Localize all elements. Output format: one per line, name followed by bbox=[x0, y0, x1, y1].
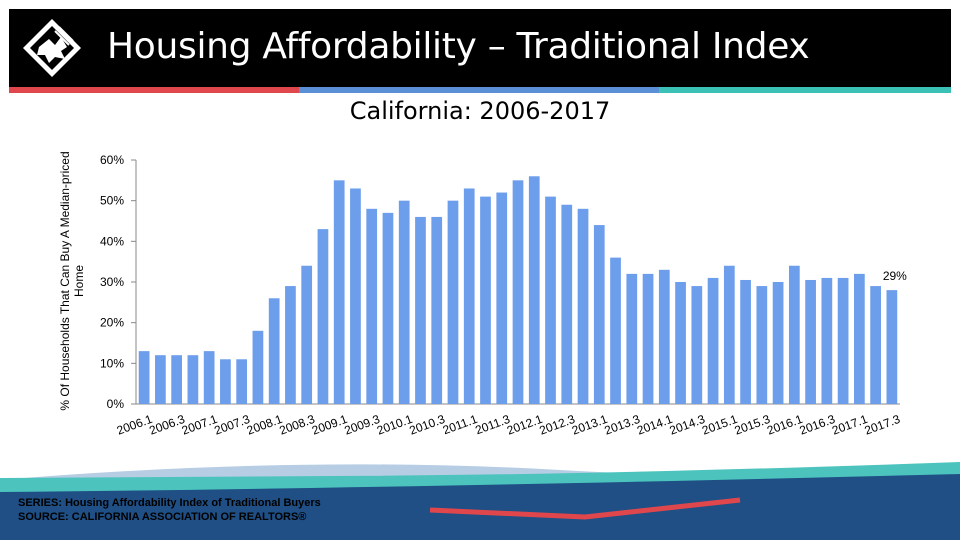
bar-2010.2 bbox=[415, 216, 426, 404]
bar-2009.3 bbox=[366, 208, 378, 404]
bar-2013.4 bbox=[642, 273, 654, 404]
bar-2010.3 bbox=[431, 216, 443, 404]
bar-2006.1 bbox=[138, 351, 150, 404]
y-tick-label: 60% bbox=[100, 153, 124, 167]
page-title: Housing Affordability – Traditional Inde… bbox=[107, 26, 810, 67]
y-tick-label: 30% bbox=[100, 275, 124, 289]
bar-2006.3 bbox=[171, 355, 183, 404]
stripe-teal bbox=[659, 87, 951, 93]
bar-2011.4 bbox=[512, 180, 524, 404]
bar-2011.2 bbox=[480, 196, 491, 404]
bar-2015.4 bbox=[772, 282, 784, 404]
header-bar: Housing Affordability – Traditional Inde… bbox=[9, 9, 951, 87]
bar-2015.2 bbox=[740, 279, 751, 404]
california-realtors-logo-icon bbox=[23, 19, 81, 77]
bar-2013.1 bbox=[593, 225, 605, 404]
bar-2012.2 bbox=[545, 196, 556, 404]
bar-2007.3 bbox=[236, 359, 248, 404]
chart-title: California: 2006-2017 bbox=[349, 97, 611, 125]
bar-2014.1 bbox=[658, 269, 670, 404]
bar-2017.1 bbox=[853, 273, 865, 404]
bar-2016.2 bbox=[805, 279, 816, 404]
bar-2006.4 bbox=[187, 355, 199, 404]
bar-2014.4 bbox=[707, 277, 719, 404]
bar-2016.1 bbox=[788, 265, 800, 404]
bar-2007.1 bbox=[203, 351, 215, 404]
bar-2014.3 bbox=[691, 286, 703, 404]
series-note: SERIES: Housing Affordability Index of T… bbox=[18, 497, 321, 509]
bar-2006.2 bbox=[155, 355, 166, 404]
y-tick-label: 50% bbox=[100, 194, 124, 208]
y-tick-label: 10% bbox=[100, 356, 124, 370]
bar-2012.1 bbox=[528, 176, 540, 404]
bar-2010.4 bbox=[447, 200, 459, 404]
bar-2015.3 bbox=[756, 286, 768, 404]
bar-2012.4 bbox=[577, 208, 589, 404]
bar-2012.3 bbox=[561, 204, 573, 404]
bar-2016.3 bbox=[821, 277, 833, 404]
y-tick-label: 20% bbox=[100, 316, 124, 330]
stripe-red bbox=[9, 87, 299, 93]
bar-2007.4 bbox=[252, 330, 264, 404]
bar-2015.1 bbox=[723, 265, 735, 404]
bar-2017.3 bbox=[886, 290, 898, 404]
bar-2013.2 bbox=[610, 257, 621, 404]
bar-2017.2 bbox=[870, 286, 881, 404]
stripe-blue bbox=[299, 87, 659, 93]
bar-2014.2 bbox=[675, 282, 686, 404]
bar-2007.2 bbox=[220, 359, 231, 404]
bar-2009.1 bbox=[333, 180, 345, 404]
bar-2008.3 bbox=[301, 265, 313, 404]
y-tick-label: 0% bbox=[107, 397, 125, 411]
footer-notes: SERIES: Housing Affordability Index of T… bbox=[18, 496, 321, 524]
data-label-last: 29% bbox=[883, 269, 907, 283]
bar-2011.1 bbox=[463, 188, 475, 404]
footer-wave-decoration bbox=[0, 462, 960, 540]
y-tick-label: 40% bbox=[100, 234, 124, 248]
header-color-stripes bbox=[9, 87, 951, 93]
bar-2010.1 bbox=[398, 200, 410, 404]
bar-2008.2 bbox=[285, 286, 296, 404]
bar-2009.2 bbox=[350, 188, 361, 404]
bar-2011.3 bbox=[496, 192, 508, 404]
source-note: SOURCE: CALIFORNIA ASSOCIATION OF REALTO… bbox=[18, 511, 307, 523]
bar-2013.3 bbox=[626, 273, 638, 404]
bar-2016.4 bbox=[837, 277, 849, 404]
bar-2008.1 bbox=[268, 298, 280, 404]
bar-2008.4 bbox=[317, 229, 329, 404]
x-tick-label: 2017.3 bbox=[863, 412, 903, 438]
bar-2009.4 bbox=[382, 212, 394, 404]
